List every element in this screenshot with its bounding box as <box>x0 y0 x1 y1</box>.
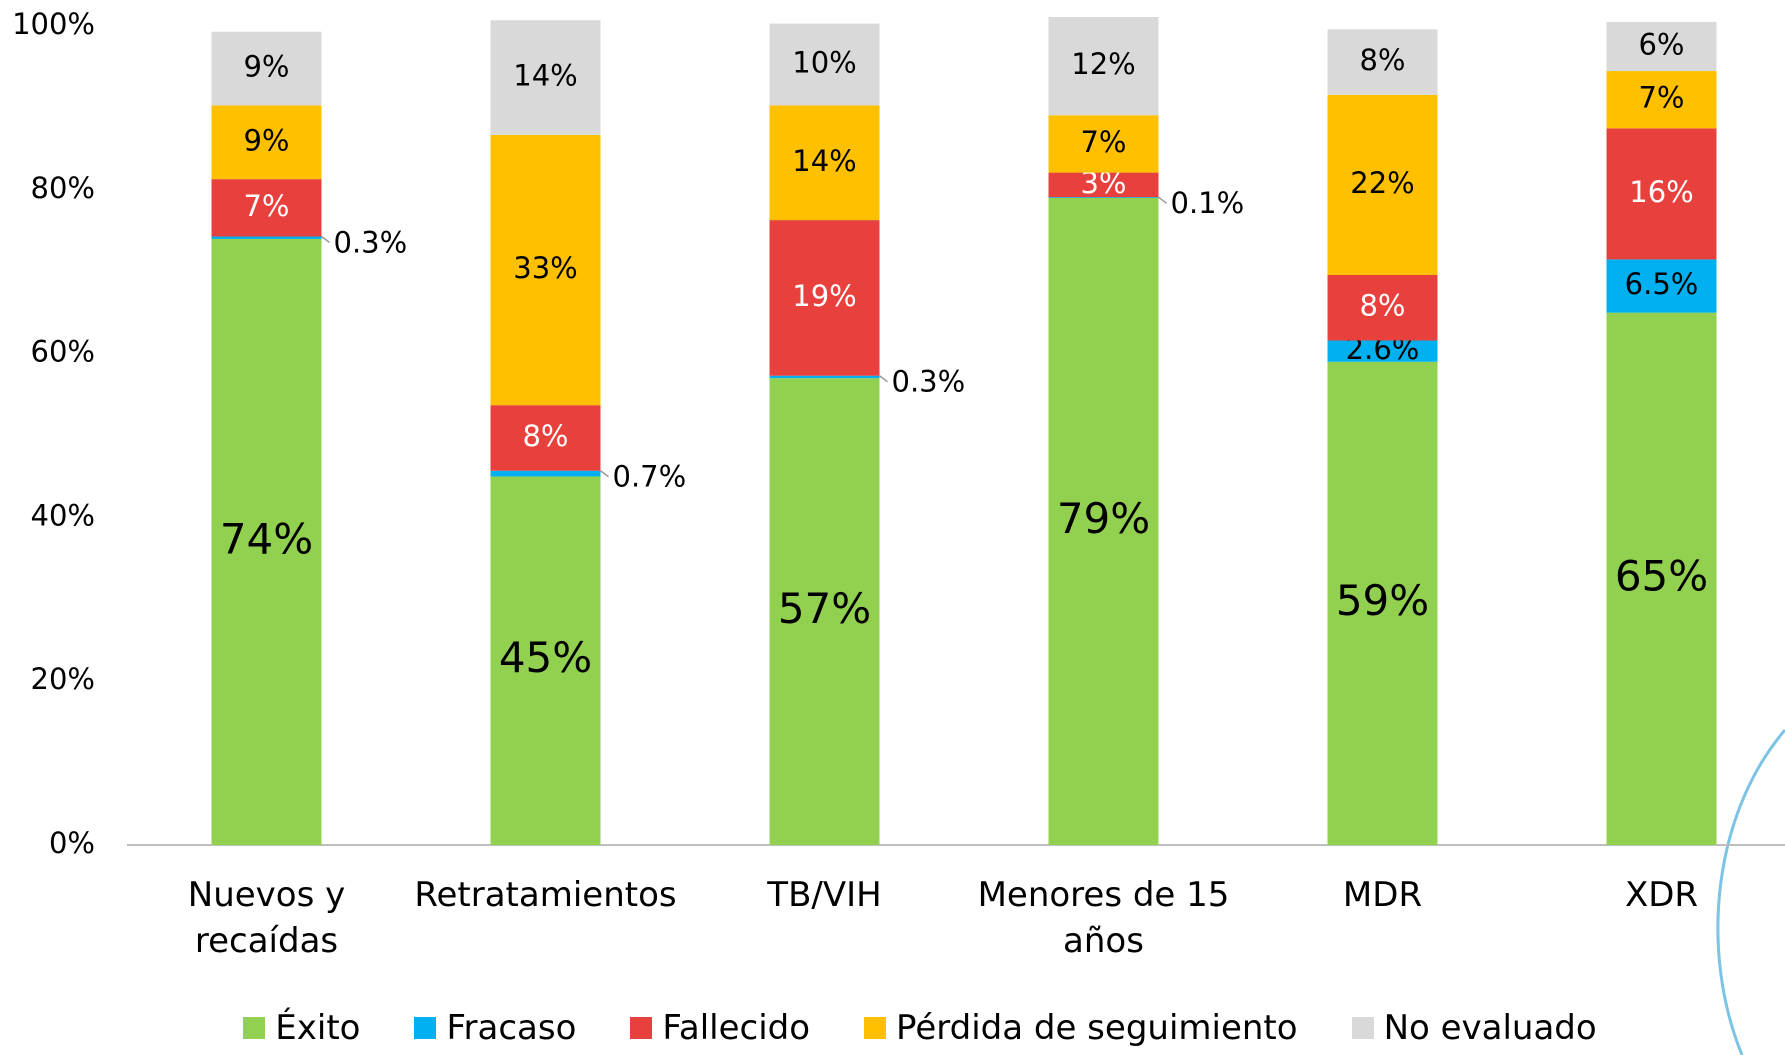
bar-segment <box>490 470 601 477</box>
bar-segment <box>1048 197 1159 198</box>
bar-segment <box>211 236 322 239</box>
bar-segment <box>769 375 880 379</box>
bar-segment <box>1606 21 1717 72</box>
legend-swatch <box>1351 1017 1374 1039</box>
legend-swatch <box>864 1017 887 1039</box>
bar-segment <box>769 378 880 845</box>
x-tick-label: Nuevos y recaídas <box>187 875 346 961</box>
x-tick-label: XDR <box>1624 875 1699 915</box>
data-label: 0.3% <box>892 365 966 399</box>
data-label: 22% <box>1350 166 1414 200</box>
leader-line <box>1158 196 1167 204</box>
data-label: 74% <box>220 514 313 563</box>
data-label: 6.5% <box>1625 267 1699 301</box>
data-label: 14% <box>792 144 856 178</box>
data-label: 7% <box>1080 125 1126 159</box>
bar-segment <box>769 105 880 221</box>
data-label: 45% <box>499 633 592 682</box>
bar-segment <box>490 476 601 845</box>
bar-segment <box>1606 259 1717 313</box>
bar-segment <box>1327 29 1438 95</box>
y-tick-label: 60% <box>31 335 95 369</box>
bar-segment <box>211 238 322 845</box>
data-label: 14% <box>513 59 577 93</box>
data-label: 7% <box>243 189 289 223</box>
decor-arc <box>1716 729 1785 1055</box>
data-label: 57% <box>778 584 871 633</box>
legend-swatch <box>243 1017 266 1039</box>
y-tick-label: 20% <box>31 662 95 696</box>
bar-segment <box>211 31 322 106</box>
data-label: 8% <box>1359 289 1405 323</box>
data-label: 8% <box>1359 43 1405 77</box>
data-label: 79% <box>1057 494 1150 543</box>
bar-segment <box>1606 312 1717 845</box>
legend-label: No evaluado <box>1383 1008 1597 1048</box>
bar-segment <box>1606 71 1717 129</box>
legend-label: Éxito <box>275 1008 361 1048</box>
x-tick-label: Retratamientos <box>414 875 677 915</box>
bar-segment <box>490 20 601 135</box>
bar-segment <box>1606 128 1717 260</box>
x-tick-label: MDR <box>1342 875 1423 915</box>
data-label: 12% <box>1071 47 1135 81</box>
bar-segment <box>1048 16 1159 116</box>
legend-item: Éxito <box>243 1008 360 1048</box>
bar-segment <box>1327 94 1438 275</box>
data-label: 0.3% <box>334 225 408 259</box>
data-label: 59% <box>1336 576 1429 625</box>
y-tick-label: 80% <box>31 171 95 205</box>
data-label: 0.1% <box>1171 186 1245 220</box>
x-tick-label: Menores de 15 años <box>977 875 1230 961</box>
legend-item: Fallecido <box>630 1008 810 1048</box>
legend-swatch <box>630 1017 653 1039</box>
y-tick-label: 100% <box>12 7 95 41</box>
data-label: 6% <box>1638 27 1684 61</box>
bar-segment <box>490 134 601 406</box>
leader-line <box>600 470 609 478</box>
bar-segment <box>769 23 880 106</box>
data-label: 10% <box>792 45 856 79</box>
bar-segment <box>1048 115 1159 173</box>
legend-label: Fracaso <box>446 1008 577 1048</box>
legend: Éxito Fracaso Fallecido Pérdida de seguimie… <box>0 1008 1785 1048</box>
y-tick-label: 0% <box>49 826 95 860</box>
data-label: 16% <box>1629 175 1693 209</box>
bar-segment <box>490 405 601 471</box>
data-label: 9% <box>243 50 289 84</box>
legend-label: Fallecido <box>662 1008 811 1048</box>
data-label: 7% <box>1638 81 1684 115</box>
legend-label: Pérdida de seguimiento <box>896 1008 1298 1048</box>
data-label: 8% <box>522 419 568 453</box>
y-tick-label: 40% <box>31 498 95 532</box>
data-label: 33% <box>513 251 577 285</box>
bar-segment <box>769 220 880 376</box>
bar-segment <box>1327 274 1438 341</box>
legend-item: No evaluado <box>1351 1008 1597 1048</box>
data-label: 65% <box>1615 551 1708 600</box>
data-label: 19% <box>792 279 856 313</box>
bar-segment <box>1327 361 1438 845</box>
data-label: 0.7% <box>613 460 687 494</box>
bar-segment <box>1327 340 1438 362</box>
data-label: 9% <box>243 123 289 157</box>
leader-line <box>321 235 330 244</box>
x-tick-label: TB/VIH <box>767 875 882 915</box>
bar-segment <box>211 105 322 180</box>
legend-swatch <box>414 1017 437 1039</box>
leader-line <box>879 375 888 383</box>
legend-item: Fracaso <box>414 1008 576 1048</box>
legend-item: Pérdida de seguimiento <box>864 1008 1298 1048</box>
bar-segment <box>1048 197 1159 846</box>
bar-segment <box>1048 172 1159 198</box>
bar-segment <box>211 179 322 237</box>
